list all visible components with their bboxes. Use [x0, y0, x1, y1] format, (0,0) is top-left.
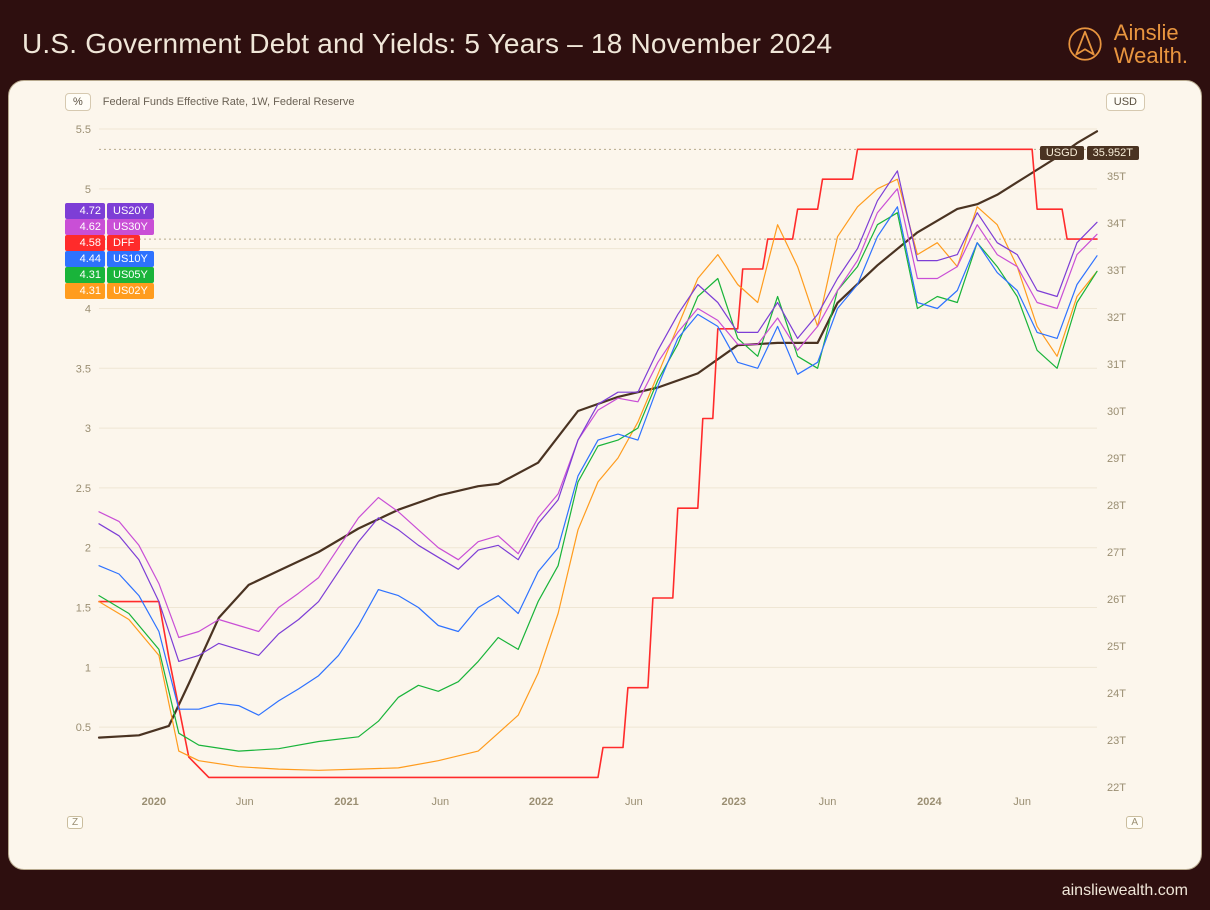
footer-url: ainsliewealth.com [1062, 882, 1188, 900]
svg-text:31T: 31T [1107, 359, 1126, 371]
legend-label: US30Y [107, 219, 154, 235]
legend-label: US05Y [107, 267, 154, 283]
legend-label: DFF [107, 235, 140, 251]
svg-text:24T: 24T [1107, 688, 1126, 700]
brand-icon [1064, 23, 1106, 65]
svg-text:0.5: 0.5 [76, 722, 91, 734]
svg-text:26T: 26T [1107, 594, 1126, 606]
svg-text:2.5: 2.5 [76, 483, 91, 495]
page-title: U.S. Government Debt and Yields: 5 Years… [22, 28, 832, 60]
svg-text:29T: 29T [1107, 453, 1126, 465]
svg-text:2022: 2022 [529, 796, 553, 808]
usgd-badge-label: USGD [1040, 146, 1084, 160]
legend-row: 4.31US02Y [65, 283, 154, 299]
svg-text:32T: 32T [1107, 312, 1126, 324]
svg-text:Jun: Jun [431, 796, 449, 808]
svg-text:Jun: Jun [1013, 796, 1031, 808]
legend-value: 4.31 [65, 283, 105, 299]
svg-text:35T: 35T [1107, 171, 1126, 183]
unit-pill-right: USD [1106, 93, 1145, 111]
svg-text:2024: 2024 [917, 796, 942, 808]
svg-text:1: 1 [85, 662, 91, 674]
brand: Ainslie Wealth. [1064, 21, 1188, 67]
legend-row: 4.72US20Y [65, 203, 154, 219]
svg-text:23T: 23T [1107, 735, 1126, 747]
brand-name: Ainslie Wealth. [1114, 21, 1188, 67]
svg-text:22T: 22T [1107, 782, 1126, 794]
outer-frame: U.S. Government Debt and Yields: 5 Years… [0, 0, 1210, 910]
legend-label: US20Y [107, 203, 154, 219]
svg-text:2023: 2023 [721, 796, 745, 808]
svg-text:5: 5 [85, 184, 91, 196]
svg-text:3: 3 [85, 423, 91, 435]
series-legend: 4.72US20Y4.62US30Y4.58DFF4.44US10Y4.31US… [65, 203, 154, 299]
svg-text:4: 4 [85, 303, 91, 315]
svg-text:3.5: 3.5 [76, 363, 91, 375]
legend-label: US10Y [107, 251, 154, 267]
chart-panel: % Federal Funds Effective Rate, 1W, Fede… [8, 80, 1202, 870]
legend-value: 4.58 [65, 235, 105, 251]
legend-value: 4.72 [65, 203, 105, 219]
legend-label: US02Y [107, 283, 154, 299]
legend-row: 4.31US05Y [65, 267, 154, 283]
chart-subtitle: Federal Funds Effective Rate, 1W, Federa… [103, 96, 355, 108]
legend-row: 4.44US10Y [65, 251, 154, 267]
chart-area: 0.511.522.533.544.555.522T23T24T25T26T27… [65, 123, 1145, 813]
svg-text:30T: 30T [1107, 406, 1126, 418]
unit-pill-left: % [65, 93, 91, 111]
legend-row: 4.62US30Y [65, 219, 154, 235]
brand-bottom: Wealth. [1114, 44, 1188, 67]
svg-text:2: 2 [85, 543, 91, 555]
svg-text:25T: 25T [1107, 641, 1126, 653]
brand-top: Ainslie [1114, 21, 1188, 44]
svg-text:27T: 27T [1107, 547, 1126, 559]
legend-value: 4.44 [65, 251, 105, 267]
legend-value: 4.62 [65, 219, 105, 235]
svg-text:2020: 2020 [142, 796, 166, 808]
svg-text:28T: 28T [1107, 500, 1126, 512]
usgd-badge-value: 35.952T [1087, 146, 1139, 160]
usgd-badge: USGD35.952T [1040, 146, 1139, 160]
svg-text:Jun: Jun [819, 796, 837, 808]
svg-text:1.5: 1.5 [76, 603, 91, 615]
zoom-reset-icon[interactable]: Z [67, 816, 83, 829]
zoom-auto-icon[interactable]: A [1126, 816, 1143, 829]
svg-text:33T: 33T [1107, 265, 1126, 277]
svg-text:34T: 34T [1107, 218, 1126, 230]
legend-row: 4.58DFF [65, 235, 154, 251]
svg-text:Jun: Jun [625, 796, 643, 808]
svg-text:Jun: Jun [236, 796, 254, 808]
svg-text:5.5: 5.5 [76, 124, 91, 136]
legend-value: 4.31 [65, 267, 105, 283]
header: U.S. Government Debt and Yields: 5 Years… [8, 8, 1202, 80]
chart-svg: 0.511.522.533.544.555.522T23T24T25T26T27… [65, 123, 1145, 813]
svg-text:2021: 2021 [334, 796, 358, 808]
top-strip: % Federal Funds Effective Rate, 1W, Fede… [65, 93, 1145, 111]
